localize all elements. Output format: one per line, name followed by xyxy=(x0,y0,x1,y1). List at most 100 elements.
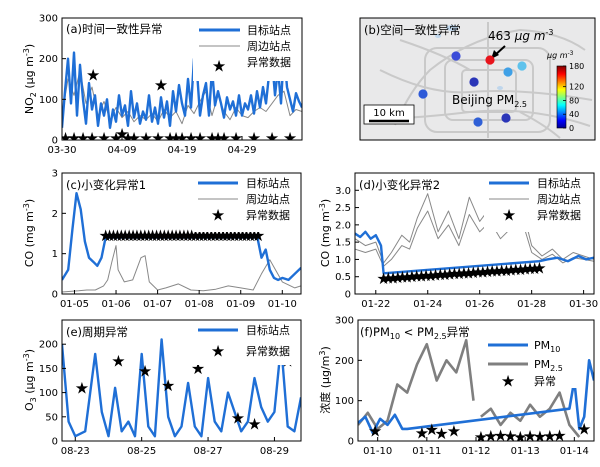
d-anomaly-star: ★ xyxy=(518,260,532,279)
e-anomaly-star: ★ xyxy=(247,415,261,434)
c-legend-anomaly: 异常数据 xyxy=(246,208,290,222)
panel-c: ★★★★★★★★★★★★★★★★★★★★★★★★★★★★★★★★★★★★★★★★… xyxy=(22,169,302,311)
panel-a: ★★★★★★★★★★★★★★★★★★★★★★★★★★010020030003-3… xyxy=(22,14,303,156)
d-xtick-label: 01-30 xyxy=(569,299,598,310)
e-anomaly-star: ★ xyxy=(161,376,175,395)
d-anomaly-star: ★ xyxy=(376,269,390,288)
d-anomaly-star: ★ xyxy=(476,262,490,281)
f-ytick-label: 0 xyxy=(348,437,354,448)
d-ticks: 0 0.5 1.0 1.5 2.0 2.5 3.0 01-22 01-24 01-26 01-28 0… xyxy=(335,186,598,310)
c-anomaly-star: ★ xyxy=(149,226,163,245)
f-legend-pm10: PM10 xyxy=(534,339,560,354)
e-ytick-label: 200 xyxy=(39,340,58,351)
f-ytick-label: 200 xyxy=(335,356,354,367)
c-xtick-label: 01-07 xyxy=(143,299,172,310)
f-anomaly-star: ★ xyxy=(493,426,507,445)
d-plot-area: ★★★★★★★★★★★★★★★★★★★★★★★★★★★★★★★★★★00.51.… xyxy=(335,186,598,310)
d-anomaly-star: ★ xyxy=(386,268,400,287)
a-anomaly-markers: ★★★★★★★★★★★★★★★★★★★★★★★★★★ xyxy=(58,63,297,147)
b-colorbar-tick-label: 80 xyxy=(569,96,579,105)
c-anomaly-star: ★ xyxy=(169,226,183,245)
f-line-pm25-1 xyxy=(480,391,581,438)
a-xtick-label: 04-29 xyxy=(227,145,256,156)
d-anomaly-star: ★ xyxy=(485,262,499,281)
f-line-pm10 xyxy=(358,358,594,435)
b-station-4 xyxy=(517,61,527,71)
f-anomaly-star: ★ xyxy=(513,427,527,446)
f-line-pm25 xyxy=(358,338,475,431)
d-anomaly-star: ★ xyxy=(424,266,438,285)
c-line-neighbor xyxy=(62,245,301,293)
b-scalebar-label: 10 km xyxy=(373,108,404,119)
e-xtick-label: 08-29 xyxy=(260,446,289,457)
c-anomaly-star: ★ xyxy=(118,226,132,245)
e-line-target xyxy=(62,338,301,438)
d-anomaly-star: ★ xyxy=(400,267,414,286)
e-xtick-label: 08-23 xyxy=(61,446,90,457)
d-anomaly-star: ★ xyxy=(461,263,475,282)
e-anomaly-star: ★ xyxy=(138,361,152,380)
d-anomaly-star: ★ xyxy=(523,259,537,278)
a-anomaly-star: ★ xyxy=(283,128,297,147)
a-anomaly-star: ★ xyxy=(115,124,129,143)
c-ticks: 0 1 2 3 01-05 01-06 01-07 01-08 01-09 01-10 xyxy=(52,169,297,311)
b-colorbar-tick-label: 180 xyxy=(569,62,584,71)
d-ytick-label: 2.0 xyxy=(335,220,351,231)
d-anomaly-star: ★ xyxy=(494,261,508,280)
a-anomaly-star: ★ xyxy=(76,128,90,147)
d-line-neighbor xyxy=(355,193,594,264)
f-anomaly-star: ★ xyxy=(434,424,448,443)
d-anomaly-star: ★ xyxy=(395,268,409,287)
a-anomaly-star: ★ xyxy=(247,128,261,147)
a-anomaly-star: ★ xyxy=(265,128,279,147)
e-axes-frame xyxy=(61,319,302,442)
d-anomaly-star: ★ xyxy=(480,262,494,281)
e-legend-target: 目标站点 xyxy=(246,323,290,337)
d-legend: 目标站点 周边站点 ★ 异常数据 xyxy=(484,174,593,232)
d-anomaly-star: ★ xyxy=(443,265,457,284)
b-stations xyxy=(418,51,527,127)
d-anomaly-star: ★ xyxy=(452,264,466,283)
d-anomaly-star: ★ xyxy=(391,268,405,287)
f-axes-frame xyxy=(357,319,595,442)
b-colorbar-tick-label: 0 xyxy=(569,124,574,133)
f-anomaly-star: ★ xyxy=(484,427,498,446)
e-ylabel: O3 (μg m-3) xyxy=(22,349,38,411)
e-xtick-label: 08-27 xyxy=(194,446,223,457)
f-anomaly-markers: ★ ★★★★ ★★★★★★★★★ ★ xyxy=(368,419,591,446)
b-station-3 xyxy=(503,67,513,77)
d-xtick-label: 01-28 xyxy=(517,299,546,310)
d-anomaly-star: ★ xyxy=(405,267,419,286)
d-anomaly-markers: ★★★★★★★★★★★★★★★★★★★★★★★★★★★★★★★★★★ xyxy=(376,259,546,288)
f-anomaly-star: ★ xyxy=(533,427,547,446)
c-anomaly-star: ★ xyxy=(138,226,152,245)
d-ylabel: CO (mg m-3) xyxy=(318,199,332,267)
c-anomaly-star: ★ xyxy=(173,226,187,245)
a-anomaly-star: ★ xyxy=(217,128,231,147)
d-anomaly-star: ★ xyxy=(471,263,485,282)
d-line-target xyxy=(355,230,594,275)
f-ticks: 0 100 200 300 01-10 01-11 01-12 01-13 01-14 xyxy=(335,316,589,458)
a-anomaly-star: ★ xyxy=(58,128,72,147)
a-anomaly-star: ★ xyxy=(205,128,219,147)
d-anomaly-star: ★ xyxy=(428,265,442,284)
c-title: (c)小变化异常1 xyxy=(66,178,146,192)
a-anomaly-star: ★ xyxy=(139,128,153,147)
f-legend-star: ★ xyxy=(501,372,515,391)
b-station-6 xyxy=(418,89,428,99)
c-xtick-label: 01-10 xyxy=(268,299,297,310)
d-anomaly-star: ★ xyxy=(457,264,471,283)
e-legend-star: ★ xyxy=(211,342,225,361)
d-anomaly-star: ★ xyxy=(466,263,480,282)
c-legend-star: ★ xyxy=(211,206,225,225)
c-xtick-label: 01-08 xyxy=(185,299,214,310)
a-plot-area: ★★★★★★★★★★★★★★★★★★★★★★★★★★010020030003-3… xyxy=(39,14,302,156)
a-title: (a)时间一致性异常 xyxy=(66,22,163,36)
d-anomaly-star: ★ xyxy=(419,266,433,285)
c-anomaly-star: ★ xyxy=(102,226,116,245)
d-ytick-label: 1.0 xyxy=(335,255,351,266)
b-colorbar-tick-label: 120 xyxy=(569,83,584,92)
d-anomaly-star: ★ xyxy=(490,261,504,280)
c-anomaly-star: ★ xyxy=(114,226,128,245)
a-anomaly-star: ★ xyxy=(193,128,207,147)
